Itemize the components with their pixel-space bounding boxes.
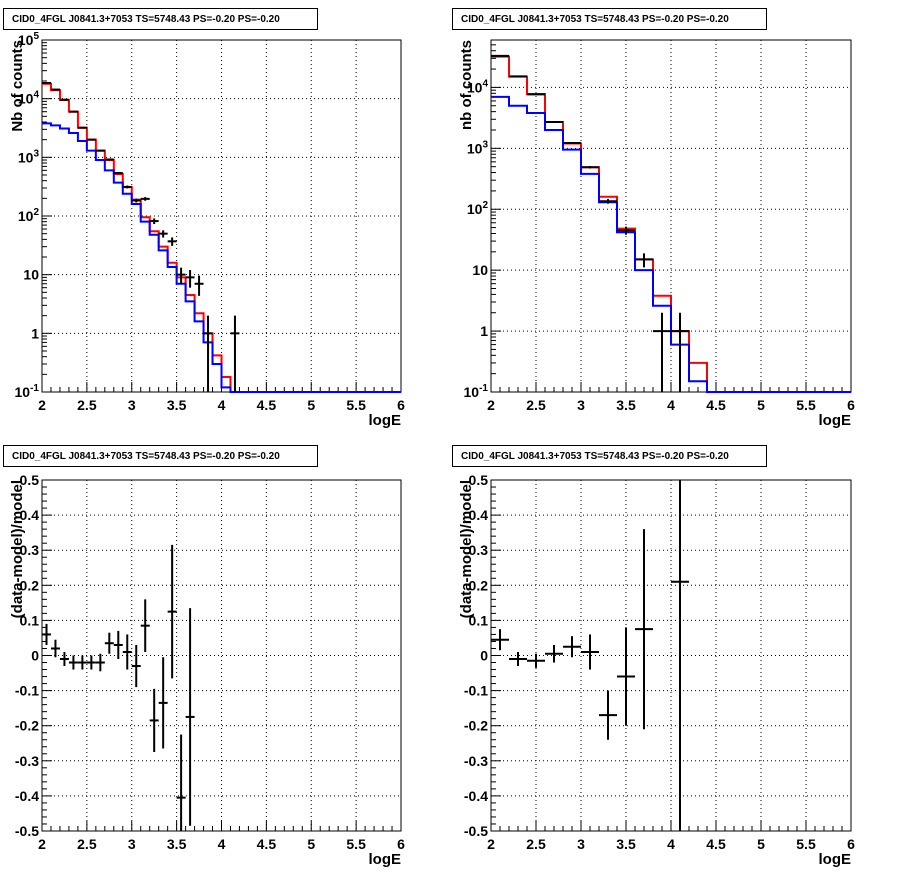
x-tick-label: 6 xyxy=(847,397,855,413)
y-tick-label: 0.1 xyxy=(20,612,40,628)
y-tick-label: -0.3 xyxy=(15,753,39,769)
y-tick-label: 0.3 xyxy=(469,542,489,558)
x-tick-label: 2.5 xyxy=(526,836,546,852)
data-points xyxy=(491,54,689,392)
x-tick-label: 4.5 xyxy=(257,836,277,852)
x-axis-label: logE xyxy=(369,851,402,868)
x-tick-label: 5 xyxy=(307,397,315,413)
component-model-series-line xyxy=(491,95,851,393)
x-axis-label: logE xyxy=(819,851,852,868)
x-tick-label: 3 xyxy=(128,836,136,852)
y-tick-label: 10 xyxy=(23,267,39,283)
x-tick-label: 3 xyxy=(577,836,585,852)
y-tick-label: 102 xyxy=(467,200,489,217)
y-tick-label: 0.1 xyxy=(469,612,489,628)
panel-title-top-left: CID0_4FGL J0841.3+7053 TS=5748.43 PS=-0.… xyxy=(3,8,318,30)
x-tick-label: 5 xyxy=(757,397,765,413)
panel-title-bottom-left: CID0_4FGL J0841.3+7053 TS=5748.43 PS=-0.… xyxy=(3,445,318,467)
x-tick-label: 5 xyxy=(757,836,765,852)
y-axis-label: nb of counts xyxy=(458,40,475,130)
x-tick-label: 3.5 xyxy=(616,397,636,413)
x-tick-label: 4 xyxy=(667,836,675,852)
y-tick-label: 0.2 xyxy=(469,577,489,593)
y-tick-label: 0.5 xyxy=(469,472,489,488)
data-points xyxy=(42,544,195,831)
y-tick-label: 102 xyxy=(18,207,40,224)
x-tick-label: 4.5 xyxy=(257,397,277,413)
panel-title-bottom-right: CID0_4FGL J0841.3+7053 TS=5748.43 PS=-0.… xyxy=(452,445,767,467)
x-tick-label: 6 xyxy=(847,836,855,852)
x-tick-label: 3.5 xyxy=(167,836,187,852)
x-tick-label: 2.5 xyxy=(77,836,97,852)
x-tick-label: 5 xyxy=(307,836,315,852)
y-tick-label: 104 xyxy=(18,90,40,107)
y-tick-label: 0 xyxy=(480,648,488,664)
y-tick-label: -0.2 xyxy=(464,718,488,734)
y-tick-label: 0.5 xyxy=(20,472,40,488)
y-tick-label: 0.4 xyxy=(20,507,40,523)
x-tick-label: 2 xyxy=(38,836,46,852)
x-axis-label: logE xyxy=(819,412,852,429)
y-tick-label: -0.4 xyxy=(464,788,488,804)
x-tick-label: 4 xyxy=(667,397,675,413)
x-tick-label: 2.5 xyxy=(526,397,546,413)
y-tick-label: 10-1 xyxy=(464,383,489,400)
y-tick-label: 103 xyxy=(18,148,40,165)
y-axis-label: (data-model)/model xyxy=(9,480,26,618)
x-tick-label: 3 xyxy=(577,397,585,413)
y-tick-label: 0.4 xyxy=(469,507,489,523)
total-model-series-line xyxy=(42,82,401,393)
x-tick-label: 5.5 xyxy=(796,397,816,413)
x-tick-label: 3.5 xyxy=(616,836,636,852)
data-points xyxy=(491,480,689,831)
y-tick-label: -0.5 xyxy=(464,823,488,839)
x-tick-label: 5.5 xyxy=(346,836,366,852)
y-tick-label: -0.5 xyxy=(15,823,39,839)
y-tick-label: 0.3 xyxy=(20,542,40,558)
panel-0: 2 2.5 3 3.5 4 4.5 5 5.5 6 10-1 1 10 102 103 104 105 logE… xyxy=(9,31,405,429)
panel-1: 2 2.5 3 3.5 4 4.5 5 5.5 6 10-1 1 10 102 103 104 logE nb … xyxy=(458,39,855,429)
y-tick-label: -0.1 xyxy=(464,683,488,699)
y-axis-label: (data-model)/model xyxy=(458,480,475,618)
x-tick-label: 4 xyxy=(218,836,226,852)
y-tick-label: -0.1 xyxy=(15,683,39,699)
x-tick-label: 3.5 xyxy=(167,397,187,413)
data-points xyxy=(42,81,240,392)
x-tick-label: 5.5 xyxy=(346,397,366,413)
y-tick-label: -0.4 xyxy=(15,788,39,804)
y-tick-label: 0.2 xyxy=(20,577,40,593)
y-tick-label: 105 xyxy=(18,31,40,48)
x-tick-label: 4.5 xyxy=(706,397,726,413)
panel-3: 2 2.5 3 3.5 4 4.5 5 5.5 6 -0.5 -0.4 -0.3 -0.2 -0.1 0 0.… xyxy=(458,472,855,868)
x-tick-label: 2 xyxy=(38,397,46,413)
panel-2: 2 2.5 3 3.5 4 4.5 5 5.5 6 -0.5 -0.4 -0.3 -0.2 -0.1 0 0.… xyxy=(9,472,405,868)
panel-title-top-right: CID0_4FGL J0841.3+7053 TS=5748.43 PS=-0.… xyxy=(452,8,767,30)
x-axis-label: logE xyxy=(369,412,402,429)
y-axis-label: Nb of counts xyxy=(9,40,26,132)
y-tick-label: -0.2 xyxy=(15,718,39,734)
x-tick-label: 2 xyxy=(487,397,495,413)
x-tick-label: 2.5 xyxy=(77,397,97,413)
x-tick-label: 6 xyxy=(397,836,405,852)
y-tick-label: 10-1 xyxy=(15,383,40,400)
x-tick-label: 4.5 xyxy=(706,836,726,852)
y-tick-label: 1 xyxy=(480,323,488,339)
y-tick-label: -0.3 xyxy=(464,753,488,769)
x-tick-label: 4 xyxy=(218,397,226,413)
y-tick-label: 104 xyxy=(467,78,489,95)
x-tick-label: 5.5 xyxy=(796,836,816,852)
x-tick-label: 6 xyxy=(397,397,405,413)
x-tick-label: 3 xyxy=(128,397,136,413)
x-tick-label: 2 xyxy=(487,836,495,852)
y-tick-label: 0 xyxy=(31,648,39,664)
component-model-series-line xyxy=(42,122,401,393)
y-tick-label: 10 xyxy=(472,262,488,278)
y-tick-label: 1 xyxy=(31,325,39,341)
y-tick-label: 103 xyxy=(467,139,489,156)
